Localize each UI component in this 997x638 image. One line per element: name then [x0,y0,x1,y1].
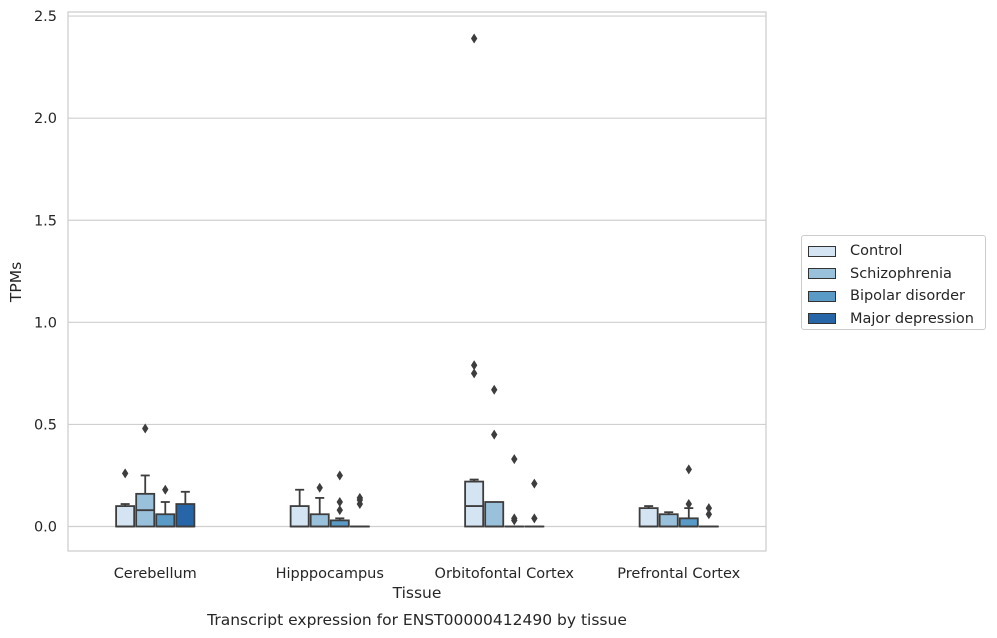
box-schizophrenia-prefrontal-cortex [658,511,679,528]
legend-label-bipolar: Bipolar disorder [850,288,965,305]
outlier-point [491,384,498,395]
box-major-depression-prefrontal-cortex [698,503,719,528]
y-tick-label: 2.5 [34,9,57,25]
x-tick-label: Orbitofontal Cortex [435,566,575,582]
outlier-point [142,423,149,434]
plot-area [67,11,767,552]
y-tick-label: 2.0 [34,111,57,127]
box-body [638,507,659,528]
outlier-point [470,368,478,379]
outlier-point [162,484,169,495]
outlier-point [511,454,518,465]
legend: Control Schizophrenia Bipolar disorder M… [801,235,986,330]
box-major-depression-hipppocampus [349,492,370,528]
outlier-point [121,468,129,479]
outlier-point [356,492,364,503]
box-body [115,505,136,528]
legend-swatch-bipolar [808,290,836,302]
y-tick-label: 1.0 [34,315,57,331]
outlier-point [531,513,538,524]
outlier-point [470,33,478,44]
box-schizophrenia-cerebellum [135,423,156,528]
y-tick-label: 1.5 [34,213,57,229]
legend-label-schizophrenia: Schizophrenia [850,265,952,282]
outlier-point [705,503,713,514]
legend-item-schizophrenia: Schizophrenia [808,263,985,286]
outlier-point [336,470,343,481]
box-body [484,501,505,528]
outlier-point [336,497,343,507]
box-schizophrenia-orbitofontal-cortex [484,384,505,528]
legend-swatch-control [808,245,836,257]
legend-label-major-depression: Major depression [850,310,974,327]
tick-labels: 0.0 0.5 1.0 1.5 2.0 2.5 Cerebellum Hipppocampus… [34,9,741,582]
outlier-point [705,509,713,520]
y-tick-label: 0.5 [34,417,57,433]
box-body [678,517,699,528]
box-control-prefrontal-cortex [638,505,659,528]
box-bipolar-disorder-cerebellum [155,484,176,528]
x-tick-label: Hipppocampus [276,566,384,582]
outlier-point [685,464,692,475]
legend-item-major-depression: Major depression [808,308,985,331]
box-body [309,513,330,528]
legend-swatch-schizophrenia [808,268,836,280]
box-control-cerebellum [115,468,136,528]
y-axis-label: TPMs [7,262,25,303]
legend-item-control: Control [808,240,985,263]
outlier-point [470,360,478,371]
box-major-depression-orbitofontal-cortex [524,478,545,528]
box-body [329,519,350,528]
x-tick-label: Cerebellum [114,566,197,582]
chart-caption: Transcript expression for ENST0000041249… [207,611,627,629]
box-body [155,513,176,528]
box-major-depression-cerebellum [175,490,196,528]
box-control-orbitofontal-cortex [464,33,485,528]
legend-label-control: Control [850,243,903,260]
boxes [115,33,719,528]
legend-item-bipolar: Bipolar disorder [808,285,985,308]
box-bipolar-disorder-hipppocampus [329,470,350,528]
box-bipolar-disorder-orbitofontal-cortex [504,454,525,528]
box-body [464,480,485,528]
box-body [175,503,196,528]
box-body [658,513,679,528]
box-body [289,505,310,528]
y-tick-label: 0.0 [34,520,57,536]
outlier-point [685,499,692,510]
legend-swatch-major-depression [808,313,836,325]
box-control-hipppocampus [289,488,310,528]
outlier-point [531,478,538,489]
x-axis-label: Tissue [392,584,442,602]
x-tick-label: Prefrontal Cortex [617,566,740,582]
box-bipolar-disorder-prefrontal-cortex [678,464,699,528]
outlier-point [336,505,343,516]
box-schizophrenia-hipppocampus [309,482,330,528]
outlier-point [316,482,323,493]
outlier-point [491,429,498,440]
outlier-point [511,513,518,524]
